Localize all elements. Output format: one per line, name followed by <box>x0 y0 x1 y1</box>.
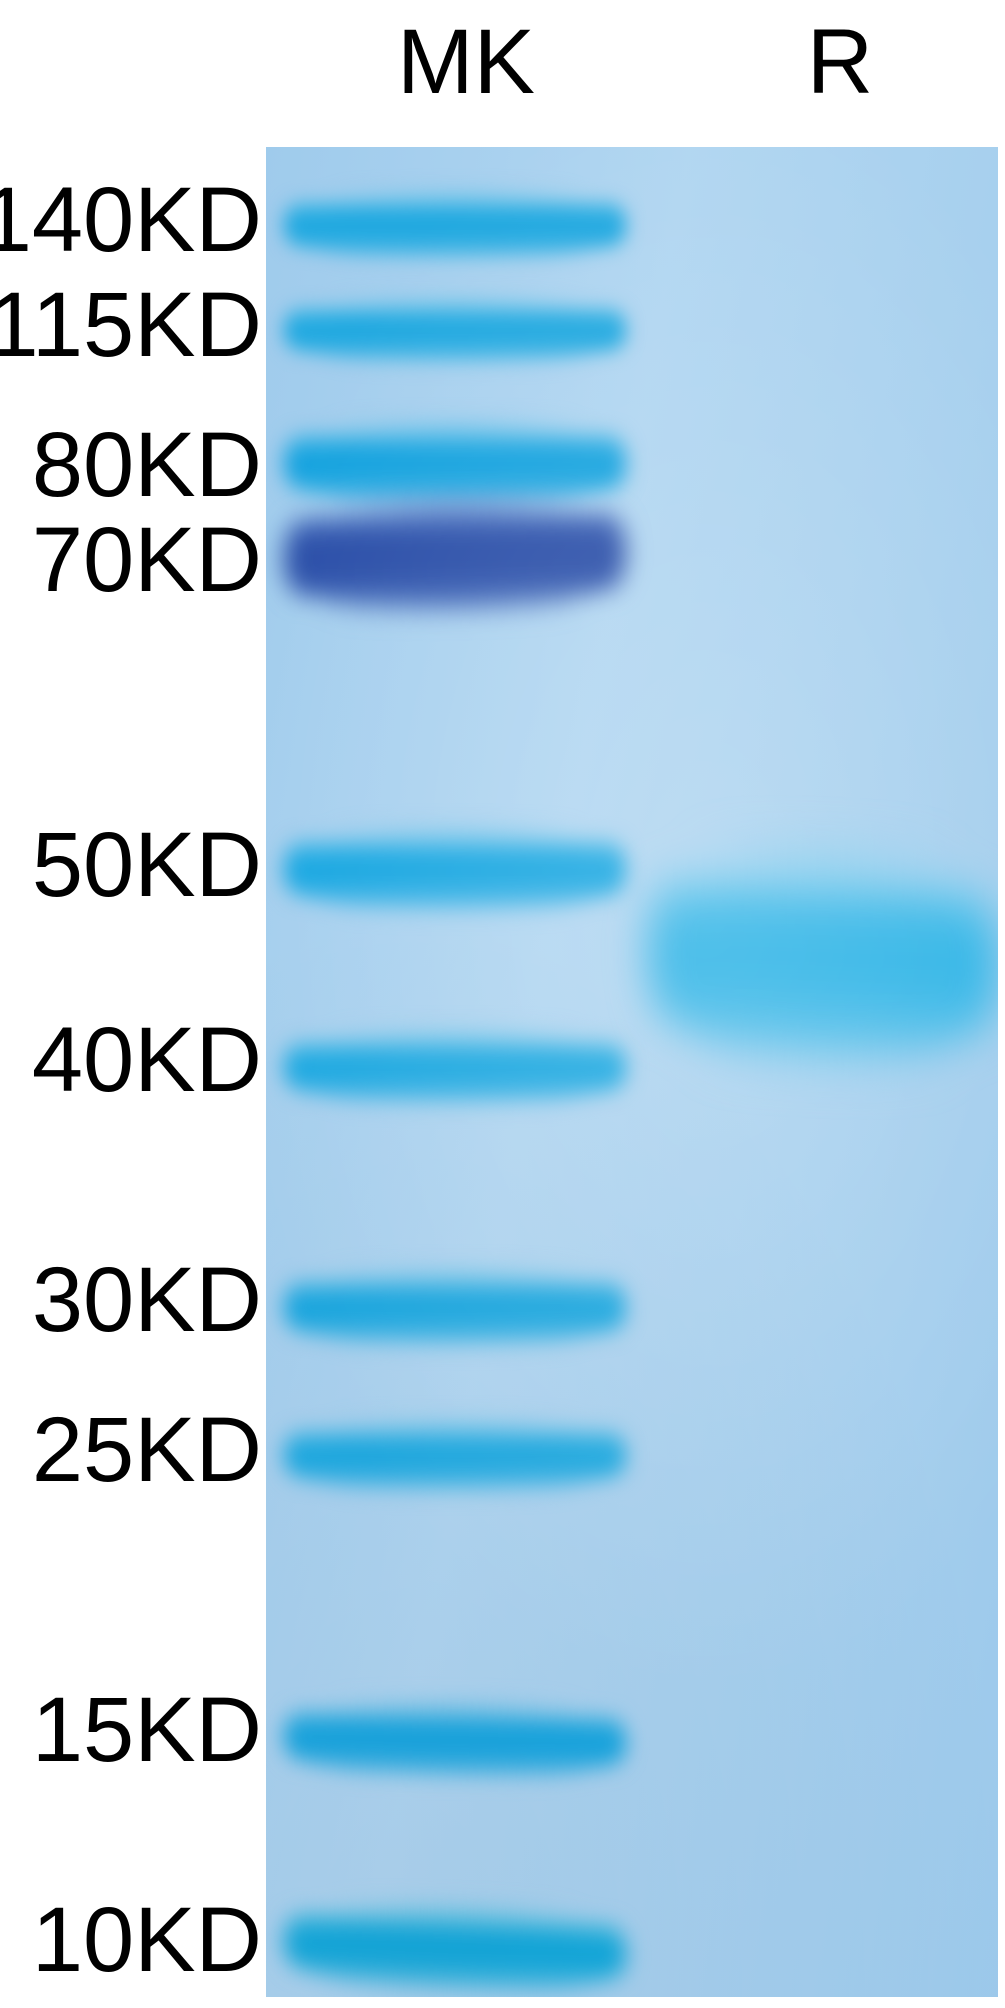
sds-page-gel-figure: MK R 140KD115KD 80KD70KD 50KD 40KD 30KD 25KD 15… <box>0 0 1005 2008</box>
lane-header-mk: MK <box>316 10 616 115</box>
lane-header-r: R <box>690 10 990 115</box>
mw-label-70kd: 70KD <box>0 508 262 613</box>
mw-label-80kd: 80KD <box>0 413 262 518</box>
mw-label-40kd: 40KD <box>0 1008 262 1113</box>
mw-label-50kd: 50KD <box>0 813 262 918</box>
mw-label-10kd: 10KD <box>0 1888 262 1993</box>
mw-label-30kd: 30KD <box>0 1248 262 1353</box>
gel-vignette <box>266 147 998 1997</box>
mw-label-25kd: 25KD <box>0 1398 262 1503</box>
mw-label-115kd: 115KD <box>0 273 262 378</box>
gel-region <box>266 147 998 1997</box>
mw-label-15kd: 15KD <box>0 1678 262 1783</box>
mw-label-140kd: 140KD <box>0 168 262 273</box>
